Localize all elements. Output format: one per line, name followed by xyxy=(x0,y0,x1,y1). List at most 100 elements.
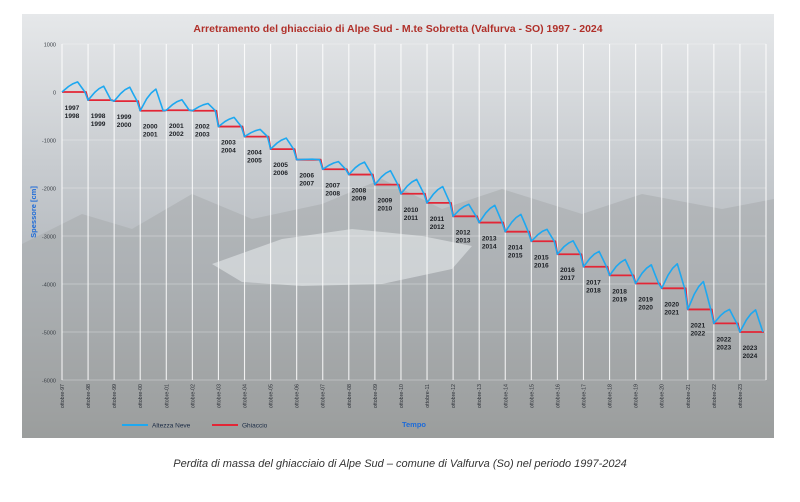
period-label-end: 2017 xyxy=(560,275,575,282)
x-tick-label: ottobre-15 xyxy=(529,384,535,408)
legend-neve-label: Altezza Neve xyxy=(152,423,191,430)
y-tick-label: 0 xyxy=(53,91,56,97)
x-tick-label: ottobre-16 xyxy=(555,384,561,408)
period-label-start: 2008 xyxy=(351,188,366,195)
period-label-start: 2016 xyxy=(560,267,575,274)
period-label-start: 2017 xyxy=(586,280,601,287)
period-label-start: 2013 xyxy=(482,236,497,243)
period-label-end: 2018 xyxy=(586,288,601,295)
period-label-end: 2023 xyxy=(717,344,732,351)
period-label-start: 2005 xyxy=(273,162,288,169)
period-label-end: 1998 xyxy=(65,113,80,120)
y-tick-label: -5000 xyxy=(42,331,56,337)
legend: Altezza Neve Ghiaccio xyxy=(122,423,268,430)
x-tick-label: ottobre-13 xyxy=(477,384,483,408)
y-tick-label: -3000 xyxy=(42,235,56,241)
x-tick-label: ottobre-03 xyxy=(216,384,222,408)
period-label-start: 2003 xyxy=(221,140,236,147)
period-label-start: 2023 xyxy=(743,345,758,352)
x-tick-label: ottobre-97 xyxy=(60,384,66,408)
x-tick-label: ottobre-11 xyxy=(425,384,431,408)
period-label-start: 2014 xyxy=(508,245,523,252)
period-label-end: 2005 xyxy=(247,158,262,165)
x-tick-label: ottobre-23 xyxy=(738,384,744,408)
x-tick-label: ottobre-07 xyxy=(321,384,327,408)
period-label-start: 2002 xyxy=(195,124,210,131)
period-label-start: 1999 xyxy=(117,114,132,121)
x-tick-label: ottobre-21 xyxy=(686,384,692,408)
x-axis: ottobre-97 ottobre-98 ottobre-99 ottobre-00… xyxy=(60,384,744,408)
period-label-start: 2015 xyxy=(534,254,549,261)
period-label-start: 2007 xyxy=(325,182,340,189)
x-tick-label: ottobre-18 xyxy=(608,384,614,408)
grid xyxy=(61,43,767,381)
period-label-start: 2009 xyxy=(378,198,393,205)
x-tick-label: ottobre-02 xyxy=(190,384,196,408)
x-tick-label: ottobre-00 xyxy=(138,384,144,408)
chart-figure: 1000 0 -1000 -2000 -3000 -4000 -5000 -6000 otto… xyxy=(22,14,774,438)
x-tick-label: ottobre-19 xyxy=(634,384,640,408)
period-label-end: 2012 xyxy=(430,224,445,231)
series-ghiaccio xyxy=(62,91,764,333)
period-label-end: 2011 xyxy=(404,215,419,222)
x-tick-label: ottobre-08 xyxy=(347,384,353,408)
period-label-start: 2018 xyxy=(612,288,627,295)
y-tick-label: -6000 xyxy=(42,379,56,385)
y-tick-label: -1000 xyxy=(42,139,56,145)
x-tick-label: ottobre-10 xyxy=(399,384,405,408)
mountain-silhouette xyxy=(22,179,774,438)
period-label-start: 2021 xyxy=(690,322,705,329)
period-label-start: 2012 xyxy=(456,229,471,236)
chart-title: Arretramento del ghiacciaio di Alpe Sud … xyxy=(193,23,602,35)
x-tick-label: ottobre-04 xyxy=(243,384,249,408)
figure-caption: Perdita di massa del ghiacciaio di Alpe … xyxy=(173,458,627,470)
x-tick-label: ottobre-17 xyxy=(581,384,587,408)
period-label-end: 2020 xyxy=(638,305,653,312)
period-label-start: 2006 xyxy=(299,173,314,180)
series xyxy=(61,81,764,333)
x-tick-label: ottobre-09 xyxy=(373,384,379,408)
period-label-end: 2008 xyxy=(325,190,340,197)
legend-ghiaccio-label: Ghiaccio xyxy=(242,423,268,430)
period-label-start: 2004 xyxy=(247,150,262,157)
x-tick-label: ottobre-99 xyxy=(112,384,118,408)
y-tick-label: 1000 xyxy=(44,43,56,49)
period-label-start: 2020 xyxy=(664,301,679,308)
y-axis: 1000 0 -1000 -2000 -3000 -4000 -5000 -6000 xyxy=(42,43,56,385)
x-tick-label: ottobre-05 xyxy=(269,384,275,408)
period-label-start: 2022 xyxy=(717,336,732,343)
period-label-start: 2010 xyxy=(404,207,419,214)
period-label-end: 2014 xyxy=(482,244,497,251)
period-label-end: 2016 xyxy=(534,262,549,269)
y-axis-label: Spessore [cm] xyxy=(29,186,38,238)
glacier-snowfield xyxy=(212,229,472,286)
period-label-start: 1998 xyxy=(91,113,106,120)
x-tick-label: ottobre-98 xyxy=(86,384,92,408)
period-label-end: 2000 xyxy=(117,122,132,129)
period-label-start: 2000 xyxy=(143,124,158,131)
period-label-end: 2004 xyxy=(221,148,236,155)
period-label-end: 2007 xyxy=(299,181,314,188)
period-label-end: 2019 xyxy=(612,296,627,303)
period-label-end: 2015 xyxy=(508,253,523,260)
period-label-end: 2002 xyxy=(169,131,184,138)
x-tick-label: ottobre-20 xyxy=(660,384,666,408)
period-label-start: 2011 xyxy=(430,216,445,223)
chart: 1000 0 -1000 -2000 -3000 -4000 -5000 -6000 otto… xyxy=(22,14,774,438)
period-label-end: 2010 xyxy=(378,206,393,213)
period-label-end: 2022 xyxy=(690,330,705,337)
period-label-start: 2001 xyxy=(169,123,184,130)
period-label-start: 2019 xyxy=(638,297,653,304)
x-tick-label: ottobre-01 xyxy=(164,384,170,408)
x-axis-label: Tempo xyxy=(402,420,426,429)
period-label-end: 2001 xyxy=(143,132,158,139)
period-label-start: 1997 xyxy=(65,105,80,112)
period-label-end: 2006 xyxy=(273,170,288,177)
y-tick-label: -4000 xyxy=(42,283,56,289)
x-tick-label: ottobre-22 xyxy=(712,384,718,408)
y-tick-label: -2000 xyxy=(42,187,56,193)
period-label-end: 2024 xyxy=(743,353,758,360)
period-label-end: 2003 xyxy=(195,132,210,139)
x-tick-label: ottobre-06 xyxy=(295,384,301,408)
